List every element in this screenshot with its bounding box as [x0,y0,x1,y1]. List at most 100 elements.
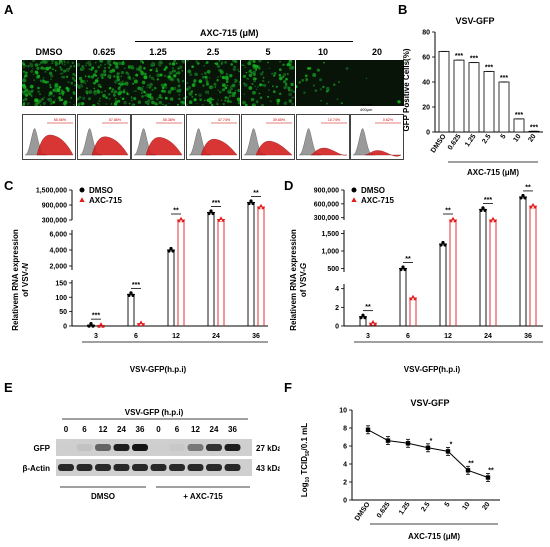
green-cell-dot [73,104,75,106]
green-cell-dot [34,98,38,102]
green-cell-dot [194,93,197,96]
green-cell-dot [116,91,118,93]
fluorescence-micrograph [22,60,76,106]
panel-label-a: A [4,2,14,17]
green-cell-dot [26,102,30,106]
panel-d-data-point [363,316,367,320]
green-cell-dot [198,93,202,97]
green-cell-dot [92,73,97,77]
panel-a-title-line [135,41,353,42]
panel-b-xlabel: AXC-715 (μM) [467,168,519,177]
green-cell-dot [138,65,142,69]
green-cell-dot [275,85,278,88]
green-cell-dot [156,98,159,101]
green-cell-dot [29,85,31,87]
green-cell-dot [140,71,145,76]
green-cell-dot [165,86,168,89]
panel-d-xlabel: VSV-GFP(h.p.i) [404,365,461,374]
green-cell-dot [123,88,126,91]
green-cell-dot [37,90,40,93]
green-cell-dot [43,60,48,64]
green-cell-dot [151,68,153,71]
green-cell-dot [96,89,100,93]
green-cell-dot [48,97,53,102]
panel-e-blot: VSV-GFP (h.p.i) 0 6 12 24 36 0 6 12 24 36 GFP 27 kD… [22,408,280,501]
green-cell-dot [131,96,133,99]
green-cell-dot [52,68,54,70]
green-cell-dot [163,83,167,87]
panel-c-significance: *** [212,200,220,207]
green-cell-dot [151,100,155,105]
panel-d-significance: ** [445,208,451,215]
green-cell-dot [148,85,152,89]
green-cell-dot [304,74,308,78]
gate-percent: 39.65% [273,118,286,122]
panel-b-significance: *** [455,53,463,60]
green-cell-dot [30,69,34,73]
green-cell-dot [88,68,91,71]
panel-c-y-tick-label: 2,000 [49,264,67,271]
green-cell-dot [248,70,252,73]
panel-e-lane-label: 12 [99,425,108,434]
green-cell-dot [94,69,98,73]
green-cell-dot [237,88,240,93]
green-cell-dot [97,77,99,79]
panel-d-data-point [359,316,363,320]
green-cell-dot [54,83,59,88]
green-cell-dot [144,94,146,97]
green-cell-dot [52,100,56,104]
green-cell-dot [217,99,219,101]
green-cell-dot [114,61,119,66]
green-cell-dot [42,102,46,106]
green-cell-dot [242,100,246,105]
green-cell-dot [50,103,52,105]
green-cell-dot [181,60,183,62]
panel-a-column-label: 2.5 [206,47,220,57]
panel-e-lane-label: 12 [191,425,200,434]
panel-c-data-point [177,219,181,223]
panel-c-data-point [249,199,253,203]
green-cell-dot [84,75,87,78]
sample-peak [310,147,348,156]
green-cell-dot [224,75,229,80]
panel-c-data-point [169,246,173,251]
green-cell-dot [303,91,306,94]
panel-d-data-point [373,322,377,326]
green-cell-dot [248,73,253,78]
green-cell-dot [25,71,28,74]
green-cell-dot [326,86,330,91]
blot-band [224,464,241,471]
panel-d-data-point [491,216,495,220]
panel-b-significance: *** [530,124,538,131]
green-cell-dot [323,61,325,64]
green-cell-dot [119,85,122,87]
panel-f-data-point [465,468,471,473]
green-cell-dot [365,77,368,80]
green-cell-dot [48,93,51,97]
panel-d-data-point [479,208,483,212]
panel-b-x-tick-label: 2.5 [481,133,492,145]
panel-c-data-point [171,249,175,253]
panel-f-data-point [385,438,391,443]
panel-a-title: AXC-715 (μM) [200,28,259,38]
panel-c-legend-label: AXC-715 [89,196,122,205]
panel-d-ylabel: Relativem RNA expression [289,229,298,331]
green-cell-dot [59,72,62,75]
green-cell-dot [22,85,27,89]
panel-d-data-point [411,294,415,298]
blot-band [187,444,204,451]
green-cell-dot [68,67,71,70]
green-cell-dot [177,88,182,92]
green-cell-dot [105,103,108,105]
panel-e-lane-label: 24 [117,425,126,434]
green-cell-dot [45,66,50,71]
green-cell-dot [160,83,164,87]
green-cell-dot [219,90,222,94]
green-cell-dot [231,83,236,88]
flow-histogram: 10.74% [296,114,350,160]
green-cell-dot [173,60,177,63]
green-cell-dot [207,99,210,102]
green-cell-dot [336,98,339,101]
green-cell-dot [268,67,271,70]
green-cell-dot [71,76,75,80]
